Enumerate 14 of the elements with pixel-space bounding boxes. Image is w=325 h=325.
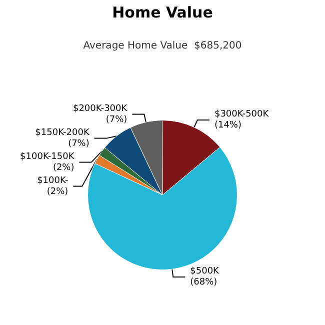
data-label: (7%) bbox=[68, 138, 90, 149]
data-label: (2%) bbox=[52, 162, 74, 173]
slice-label: $300K-500K bbox=[214, 110, 270, 120]
slice-label: $100K-150K bbox=[20, 152, 76, 162]
data-label: (14%) bbox=[214, 120, 242, 131]
data-label: (68%) bbox=[190, 278, 218, 288]
chart-title: Home Value bbox=[112, 4, 213, 22]
slice-label: $200K-300K bbox=[72, 104, 128, 114]
slice-label: $100K- bbox=[37, 176, 68, 186]
slice-label: $500K bbox=[190, 266, 220, 277]
data-label: (7%) bbox=[106, 114, 128, 125]
chart-subtitle: Average Home Value $685,200 bbox=[83, 40, 242, 52]
data-label: (2%) bbox=[46, 186, 68, 197]
slice-label: $150K-200K bbox=[35, 128, 90, 138]
